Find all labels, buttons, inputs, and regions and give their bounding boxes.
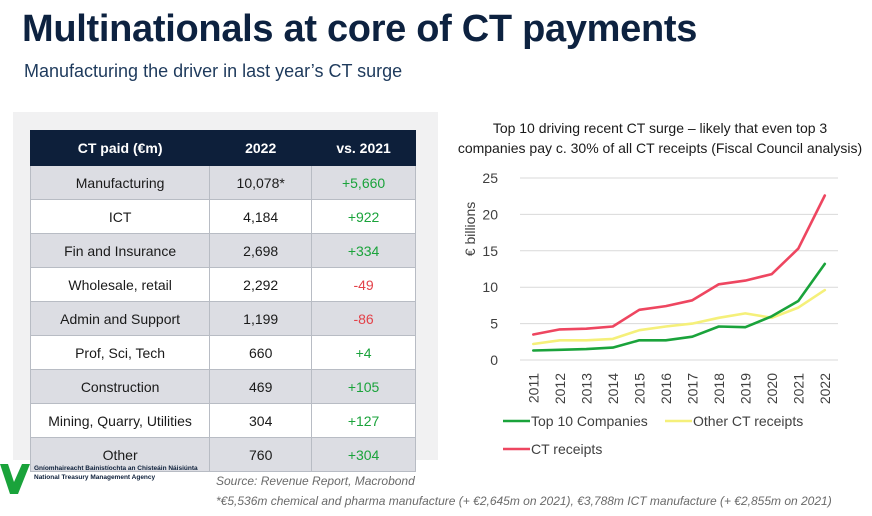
agency-name: Gníomhaireacht Bainistíochta an Chisteái… [34,464,198,482]
x-tick-label: 2012 [552,373,568,404]
column-header-sector: CT paid (€m) [29,130,211,166]
cell-sector: Manufacturing [29,165,211,200]
cell-value-2022: 2,698 [209,233,313,268]
chart-title-line-2: companies pay c. 30% of all CT receipts … [457,140,863,156]
y-tick-label: 15 [482,243,498,259]
series-line-ct-receipts [532,194,827,336]
cell-change: +334 [311,233,416,268]
y-tick-label: 5 [490,316,498,332]
x-tick-label: 2017 [684,373,700,404]
cell-change: +304 [311,437,416,472]
cell-change: +127 [311,403,416,438]
cell-sector: Prof, Sci, Tech [29,335,211,370]
column-header-2022: 2022 [209,130,313,166]
x-tick-label: 2022 [817,373,833,404]
cell-value-2022: 660 [209,335,313,370]
cell-sector: ICT [29,199,211,234]
table-row: Fin and Insurance 2,698 +334 [29,233,416,268]
cell-value-2022: 4,184 [209,199,313,234]
table-row: Wholesale, retail 2,292 -49 [29,267,416,302]
y-tick-label: 0 [490,352,498,368]
x-tick-label: 2021 [790,373,806,404]
table-row: Admin and Support 1,199 -86 [29,301,416,336]
y-tick-label: 20 [482,206,498,222]
cell-change: +105 [311,369,416,404]
ct-line-chart: 0 5 10 15 20 25€ billions 2011 2012 2013 2014 2015… [462,170,838,457]
table-header-row: CT paid (€m) 2022 vs. 2021 [29,130,416,166]
column-header-change: vs. 2021 [311,130,416,166]
y-tick-label: 25 [482,170,498,186]
source-note: Source: Revenue Report, Macrobond [216,474,415,488]
y-tick-label: 10 [482,279,498,295]
cell-value-2022: 2,292 [209,267,313,302]
agency-name-english: National Treasury Management Agency [34,474,156,481]
table-row: Manufacturing 10,078* +5,660 [29,165,416,200]
legend-label: CT receipts [531,441,602,457]
x-tick-label: 2016 [658,373,674,404]
table-row: Mining, Quarry, Utilities 304 +127 [29,403,416,438]
x-tick-label: 2011 [525,373,541,403]
ntma-logo-icon [0,464,30,494]
cell-sector: Admin and Support [29,301,211,336]
cell-change: +922 [311,199,416,234]
chart-title: Top 10 driving recent CT surge – likely … [450,118,870,158]
cell-value-2022: 304 [209,403,313,438]
ct-table: CT paid (€m) 2022 vs. 2021 Manufacturing… [29,130,416,472]
table-row: ICT 4,184 +922 [29,199,416,234]
x-tick-label: 2013 [578,373,594,404]
x-tick-label: 2015 [631,373,647,404]
y-axis-label: € billions [462,202,478,256]
series-line-other-ct-receipts [532,288,827,346]
x-tick-label: 2018 [711,373,727,404]
chart-title-line-1: Top 10 driving recent CT surge – likely … [492,120,828,136]
cell-change: +4 [311,335,416,370]
x-tick-label: 2014 [605,373,621,404]
cell-value-2022: 10,078* [209,165,313,200]
table-row: Construction 469 +105 [29,369,416,404]
cell-sector: Fin and Insurance [29,233,211,268]
table-body: Manufacturing 10,078* +5,660 ICT 4,184 +922 Fi… [29,165,416,472]
footnote: *€5,536m chemical and pharma manufacture… [216,494,832,508]
cell-change: -86 [311,301,416,336]
x-tick-label: 2020 [764,373,780,404]
legend-label: Other CT receipts [693,413,803,429]
page-title: Multinationals at core of CT payments [22,8,698,50]
cell-sector: Other [29,437,211,472]
cell-change: +5,660 [311,165,416,200]
agency-name-irish: Gníomhaireacht Bainistíochta an Chisteái… [34,465,198,472]
cell-value-2022: 1,199 [209,301,313,336]
cell-sector: Mining, Quarry, Utilities [29,403,211,438]
page-subtitle: Manufacturing the driver in last year’s … [24,61,403,81]
table-row: Prof, Sci, Tech 660 +4 [29,335,416,370]
cell-change: -49 [311,267,416,302]
x-tick-label: 2019 [737,373,753,404]
table-row: Other 760 +304 [29,437,416,472]
series-line-top-10-companies [532,262,827,352]
legend-label: Top 10 Companies [531,413,648,429]
cell-sector: Wholesale, retail [29,267,211,302]
cell-sector: Construction [29,369,211,404]
ct-table-panel: CT paid (€m) 2022 vs. 2021 Manufacturing… [13,112,438,472]
cell-value-2022: 760 [209,437,313,472]
cell-value-2022: 469 [209,369,313,404]
